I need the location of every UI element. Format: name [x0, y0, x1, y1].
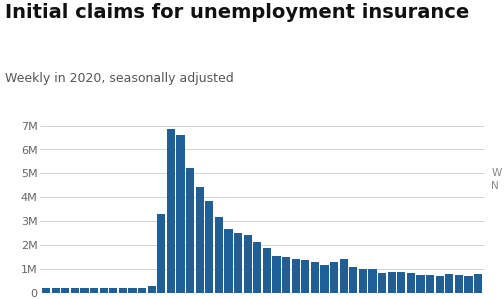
Bar — [119, 288, 127, 293]
Bar — [205, 201, 213, 293]
Bar — [81, 288, 89, 293]
Bar — [167, 129, 175, 293]
Bar — [301, 260, 309, 293]
Text: W
N: W N — [491, 168, 501, 191]
Bar — [129, 288, 137, 293]
Bar — [90, 288, 98, 293]
Text: Initial claims for unemployment insurance: Initial claims for unemployment insuranc… — [5, 3, 469, 22]
Bar — [71, 288, 79, 293]
Bar — [234, 233, 242, 293]
Bar — [51, 288, 60, 293]
Bar — [253, 242, 262, 293]
Bar — [435, 276, 444, 293]
Bar — [330, 262, 338, 293]
Bar — [148, 286, 156, 293]
Bar — [388, 272, 396, 293]
Bar — [407, 273, 415, 293]
Bar — [215, 217, 223, 293]
Bar — [445, 274, 454, 293]
Bar — [196, 187, 204, 293]
Bar — [397, 272, 405, 293]
Bar — [176, 135, 184, 293]
Bar — [282, 257, 290, 293]
Bar — [224, 229, 232, 293]
Bar — [455, 275, 463, 293]
Text: Weekly in 2020, seasonally adjusted: Weekly in 2020, seasonally adjusted — [5, 72, 234, 85]
Bar — [292, 259, 300, 293]
Bar — [157, 214, 165, 293]
Bar — [474, 274, 482, 293]
Bar — [263, 248, 271, 293]
Bar — [349, 267, 357, 293]
Bar — [321, 265, 329, 293]
Bar — [138, 288, 146, 293]
Bar — [100, 288, 108, 293]
Bar — [426, 275, 434, 293]
Bar — [61, 288, 70, 293]
Bar — [378, 272, 386, 293]
Bar — [243, 234, 252, 293]
Bar — [109, 288, 117, 293]
Bar — [340, 259, 348, 293]
Bar — [416, 275, 424, 293]
Bar — [272, 256, 281, 293]
Bar — [311, 262, 319, 293]
Bar — [42, 288, 50, 293]
Bar — [186, 168, 194, 293]
Bar — [359, 269, 367, 293]
Bar — [368, 269, 376, 293]
Bar — [464, 276, 473, 293]
